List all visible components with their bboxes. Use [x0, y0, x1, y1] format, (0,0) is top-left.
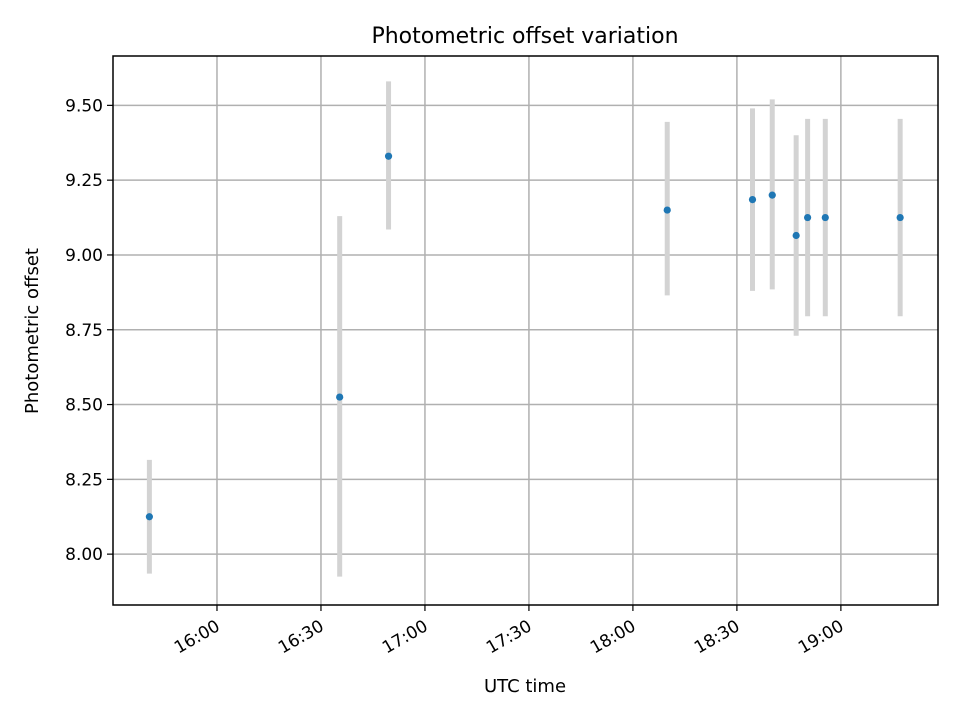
data-point: [896, 213, 904, 222]
x-tick-label: 17:00: [379, 616, 431, 658]
data-point: [768, 191, 776, 199]
x-tick-label: 18:30: [691, 616, 743, 658]
y-axis: 8.00 8.25 8.50 8.75 9.00 9.25 9.50: [65, 96, 113, 565]
x-axis: 16:00 16:30 17:00 17:30 18:00 18:30 19:00: [171, 605, 847, 658]
data-point: [792, 231, 800, 240]
x-axis-label: UTC time: [484, 676, 566, 697]
data-point: [748, 196, 757, 204]
x-tick-label: 16:00: [171, 616, 223, 658]
x-tick-label: 17:30: [483, 616, 535, 658]
x-tick-label: 19:00: [795, 616, 847, 658]
data-point: [821, 213, 829, 222]
data-point: [804, 213, 812, 222]
data-point: [336, 393, 344, 401]
x-tick-label: 18:00: [587, 616, 639, 658]
data-points: [145, 152, 904, 521]
data-point: [663, 206, 671, 214]
y-tick-label: 8.50: [65, 396, 103, 416]
y-tick-label: 8.75: [65, 321, 103, 341]
y-tick-label: 9.25: [65, 171, 103, 191]
data-point: [145, 513, 153, 521]
data-point: [384, 152, 393, 160]
grid: [113, 56, 938, 605]
plot-frame: [112, 55, 939, 606]
chart-title: Photometric offset variation: [371, 24, 678, 49]
y-tick-label: 9.50: [65, 96, 103, 116]
x-tick-label: 16:30: [275, 616, 327, 658]
y-axis-label: Photometric offset: [22, 248, 43, 414]
y-tick-label: 8.25: [65, 470, 103, 490]
y-tick-label: 8.00: [65, 545, 103, 565]
y-tick-label: 9.00: [65, 246, 103, 266]
